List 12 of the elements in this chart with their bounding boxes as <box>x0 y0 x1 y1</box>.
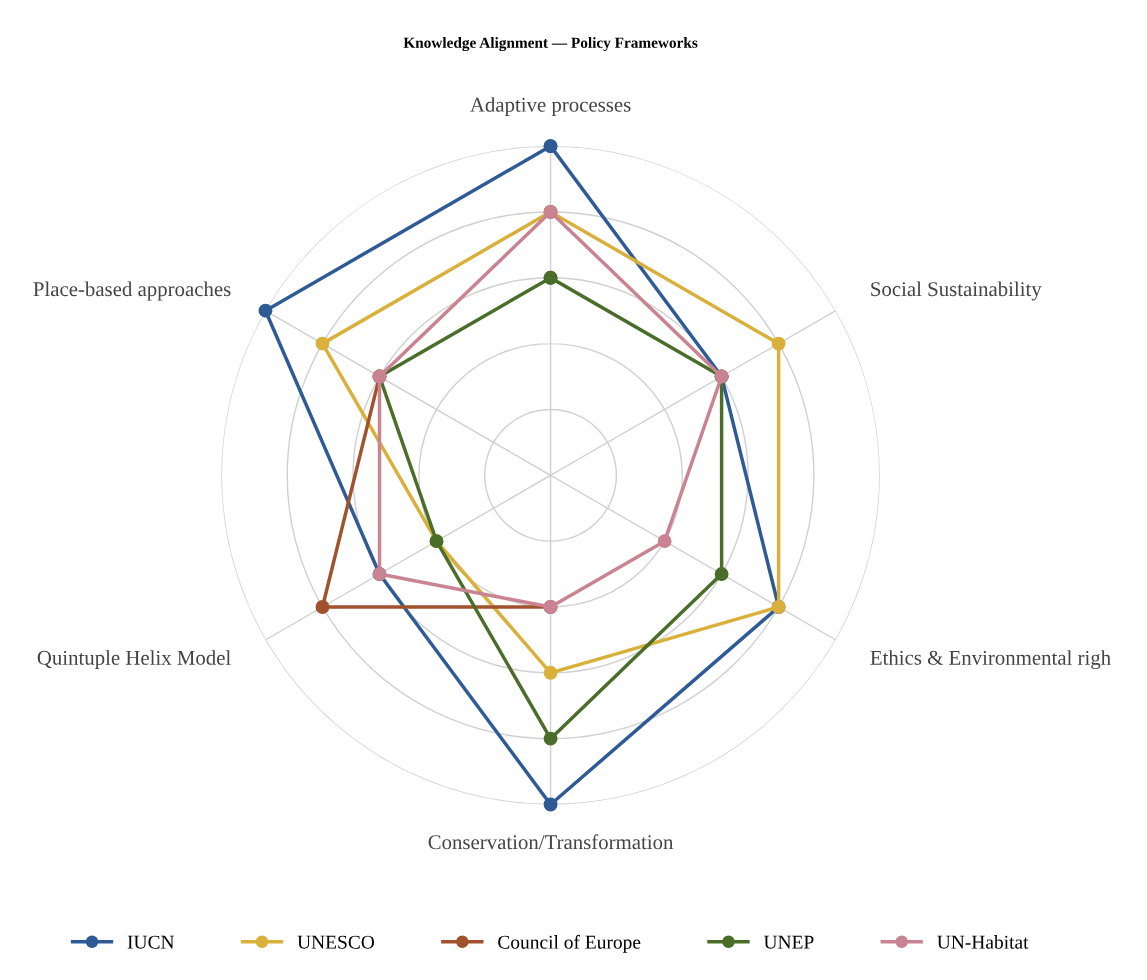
spoke-label: Quintuple Helix Model <box>37 650 231 670</box>
spoke-label: Adaptive processes <box>470 97 631 117</box>
spoke-label: Ethics & Environmental righ <box>870 650 1111 670</box>
legend-label: Council of Europe <box>498 934 641 953</box>
legend-label: UN-Habitat <box>937 935 1029 949</box>
chart-title: Knowledge Alignment — Policy Frameworks <box>403 37 698 52</box>
legend-label: UNESCO <box>297 935 375 949</box>
spoke-label: Conservation/Transformation <box>428 834 674 850</box>
legend-label: IUCN <box>127 935 175 949</box>
legend-label: UNEP <box>763 935 814 949</box>
spoke-label: Place-based approaches <box>33 281 231 301</box>
spoke-label: Social Sustainability <box>871 281 1042 301</box>
